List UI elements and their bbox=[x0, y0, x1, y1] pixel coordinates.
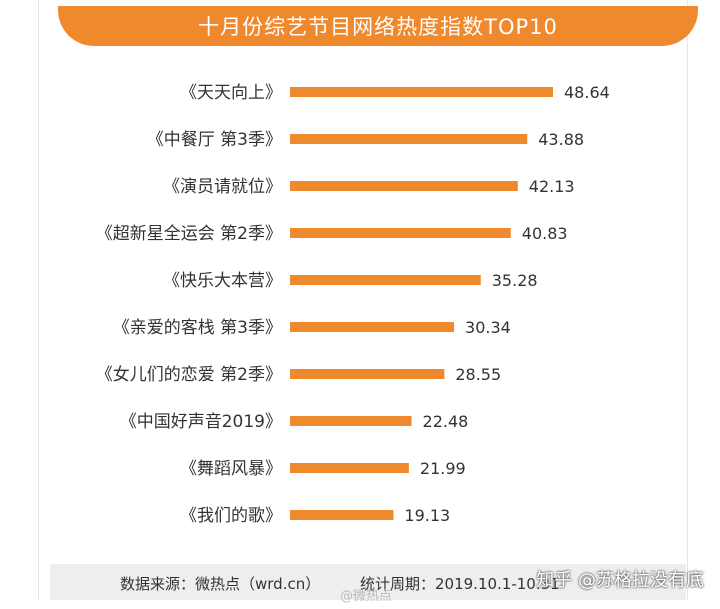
category-label: 《中餐厅 第3季》 bbox=[147, 130, 282, 150]
bar bbox=[290, 322, 455, 332]
value-label: 35.28 bbox=[492, 271, 538, 290]
value-label: 30.34 bbox=[465, 318, 511, 337]
bar bbox=[290, 134, 528, 144]
value-label: 42.13 bbox=[529, 177, 575, 196]
value-label: 48.64 bbox=[564, 83, 610, 102]
bar bbox=[290, 369, 445, 379]
bar-chart: 《天天向上》 48.64 《中餐厅 第3季》 43.88 《演员请就位》 42.13 《超新… bbox=[96, 83, 610, 526]
value-label: 19.13 bbox=[404, 506, 450, 525]
weibo-watermark: @微热点 bbox=[340, 589, 393, 604]
value-label: 43.88 bbox=[538, 130, 584, 149]
chart-title: 十月份综艺节目网络热度指数TOP10 bbox=[198, 15, 558, 39]
category-label: 《亲爱的客栈 第3季》 bbox=[113, 318, 282, 338]
data-source-note: 数据来源：微热点（wrd.cn） bbox=[120, 575, 321, 593]
bar bbox=[290, 87, 553, 97]
value-label: 22.48 bbox=[423, 412, 469, 431]
category-label: 《演员请就位》 bbox=[163, 177, 282, 197]
bar bbox=[290, 416, 412, 426]
chart-frame bbox=[38, 0, 688, 600]
zhihu-watermark: 知乎 @苏格拉没有底 bbox=[536, 570, 704, 591]
title-banner: 十月份综艺节目网络热度指数TOP10 bbox=[58, 6, 698, 46]
bar bbox=[290, 463, 409, 473]
category-label: 《舞蹈风暴》 bbox=[180, 459, 282, 479]
category-label: 《超新星全运会 第2季》 bbox=[96, 224, 282, 244]
bar bbox=[290, 510, 394, 520]
category-label: 《快乐大本营》 bbox=[163, 271, 282, 291]
category-label: 《我们的歌》 bbox=[180, 506, 282, 526]
value-label: 21.99 bbox=[420, 459, 466, 478]
category-label: 《天天向上》 bbox=[180, 83, 282, 103]
statistics-period-note: 统计周期：2019.10.1-10.31 bbox=[360, 575, 560, 593]
bar bbox=[290, 181, 518, 191]
value-label: 28.55 bbox=[455, 365, 501, 384]
bar bbox=[290, 228, 511, 238]
category-label: 《中国好声音2019》 bbox=[120, 412, 282, 432]
footer-bar: 数据来源：微热点（wrd.cn） 统计周期：2019.10.1-10.31 bbox=[50, 564, 686, 600]
category-label: 《女儿们的恋爱 第2季》 bbox=[96, 364, 282, 385]
value-label: 40.83 bbox=[522, 224, 568, 243]
bar bbox=[290, 275, 481, 285]
